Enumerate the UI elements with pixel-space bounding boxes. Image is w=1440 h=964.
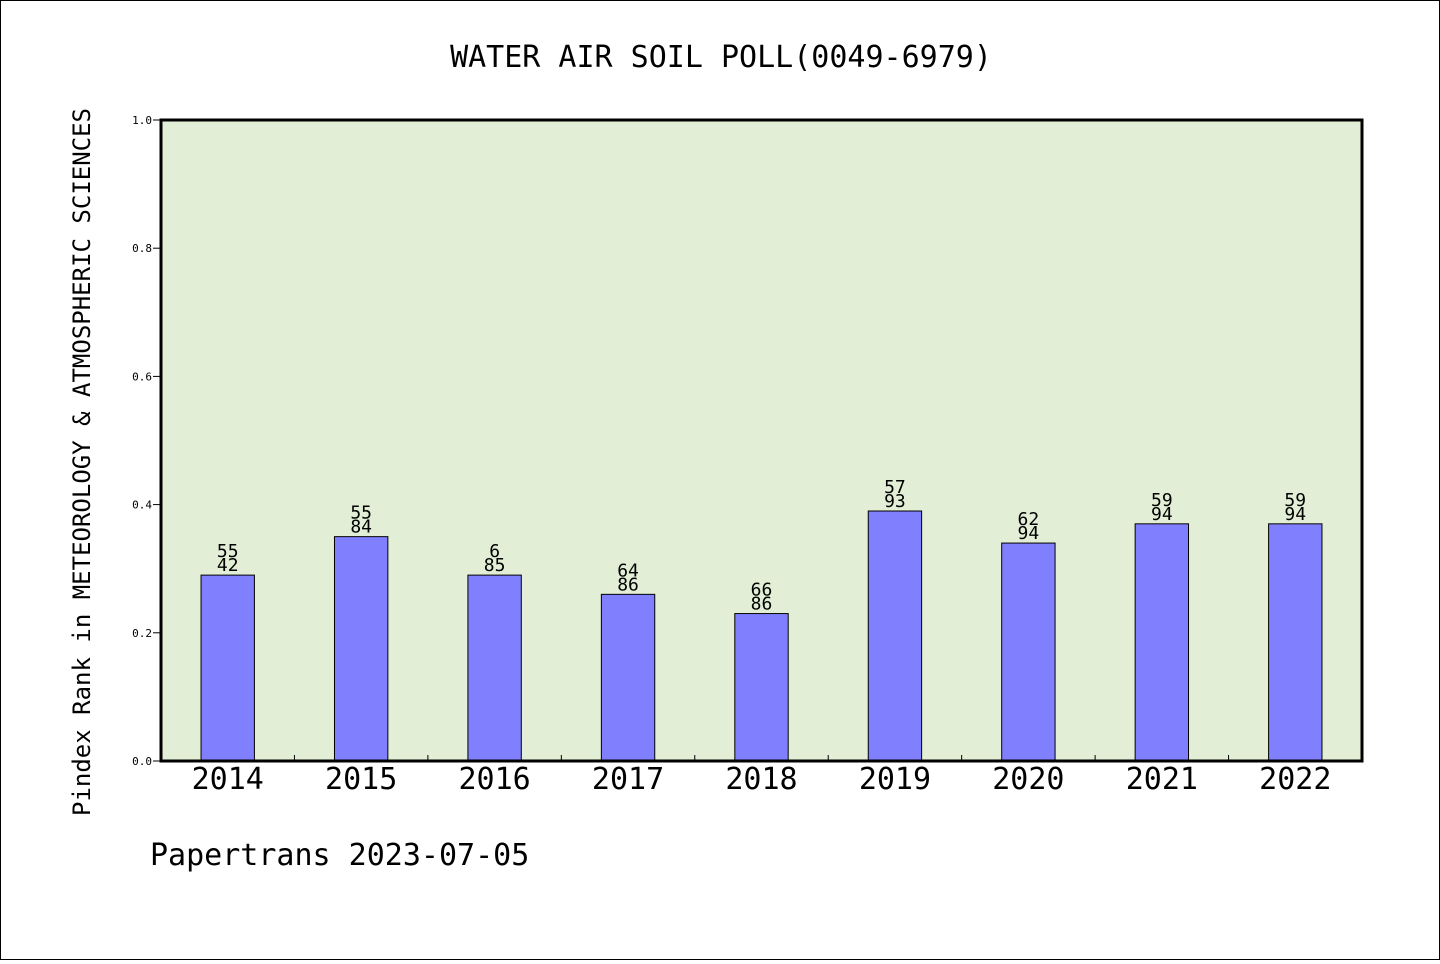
plot-border bbox=[159, 118, 1364, 763]
bar-label-2020-line2: 94 bbox=[1018, 523, 1040, 544]
x-tick-label-2019: 2019 bbox=[859, 762, 931, 797]
bar-label-2014-line2: 42 bbox=[217, 555, 239, 576]
bar-2020 bbox=[1001, 542, 1056, 762]
bar-label-2018-line2: 86 bbox=[751, 594, 773, 615]
y-tick-label: 0.0 bbox=[132, 755, 152, 768]
chart-title: WATER AIR SOIL POLL(0049-6979) bbox=[450, 40, 992, 75]
bar-label-2015-line1: 55 bbox=[350, 503, 372, 524]
bar-label-2016-line2: 85 bbox=[484, 555, 506, 576]
y-ticks-group: 0.0 0.2 0.4 0.6 0.8 1.0 bbox=[132, 114, 161, 768]
bar-2014 bbox=[200, 574, 255, 762]
x-tick-label-2021: 2021 bbox=[1126, 762, 1198, 797]
x-tick-label-2015: 2015 bbox=[325, 762, 397, 797]
bar-label-2021-line1: 59 bbox=[1151, 490, 1173, 511]
bars-group bbox=[200, 510, 1323, 762]
bar-label-2014-line1: 55 bbox=[217, 541, 239, 562]
bar-2022 bbox=[1268, 523, 1323, 762]
bar-label-2019-line2: 93 bbox=[884, 491, 906, 512]
bar-label-2017-line1: 64 bbox=[617, 560, 639, 581]
x-tick-label-2017: 2017 bbox=[592, 762, 664, 797]
y-axis-label: Pindex Rank in METEOROLOGY & ATMOSPHERIC… bbox=[68, 108, 96, 816]
x-tick-label-2014: 2014 bbox=[192, 762, 264, 797]
y-tick-label: 0.8 bbox=[132, 242, 152, 255]
bar-label-2015-line2: 84 bbox=[350, 517, 372, 538]
bar-2021 bbox=[1134, 523, 1190, 762]
x-tick-label-2020: 2020 bbox=[992, 762, 1064, 797]
x-tick-label-2022: 2022 bbox=[1259, 762, 1331, 797]
bar-2017 bbox=[600, 593, 656, 762]
y-tick-label: 1.0 bbox=[132, 114, 152, 127]
bar-label-2019-line1: 57 bbox=[884, 477, 906, 498]
bar-label-2018-line1: 66 bbox=[751, 580, 773, 601]
bar-label-2022-line1: 59 bbox=[1284, 490, 1306, 511]
y-tick-label: 0.4 bbox=[132, 499, 152, 512]
bar-2015 bbox=[333, 536, 389, 762]
x-tick-label-2016: 2016 bbox=[458, 762, 530, 797]
y-tick-label: 0.2 bbox=[132, 627, 152, 640]
bar-label-2021-line2: 94 bbox=[1151, 504, 1173, 525]
bar-label-2017-line2: 86 bbox=[617, 574, 639, 595]
bar-label-2020-line1: 62 bbox=[1018, 509, 1040, 530]
bar-label-2022-line2: 94 bbox=[1284, 504, 1306, 525]
x-tick-label-2018: 2018 bbox=[725, 762, 797, 797]
bar-2018 bbox=[734, 613, 789, 762]
x-ticks-group: 2014 2015 2016 2017 2018 2019 2020 2021 2022 bbox=[192, 755, 1331, 797]
bar-label-2016-line1: 6 bbox=[489, 541, 500, 562]
y-tick-label: 0.6 bbox=[132, 370, 152, 383]
footer-text: Papertrans 2023-07-05 bbox=[150, 838, 529, 873]
bar-2016 bbox=[467, 574, 522, 762]
bar-2019 bbox=[867, 510, 923, 762]
